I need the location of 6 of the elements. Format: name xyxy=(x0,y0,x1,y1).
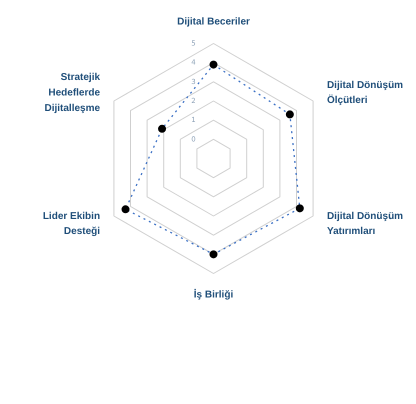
spoke-label: Dijital Dönüşüm Ölçütleri xyxy=(326,80,404,106)
spoke-label: Stratejik Hedeflerde Dijitalleşme xyxy=(44,72,100,114)
spoke-label: Lider Ekibin Desteği xyxy=(42,210,100,238)
spoke-label: Dijital Dönüşüm Yatırımları xyxy=(326,210,404,238)
spoke-label: Dijital Beceriler xyxy=(177,16,250,28)
spoke-label: İş Birliği xyxy=(194,288,234,300)
